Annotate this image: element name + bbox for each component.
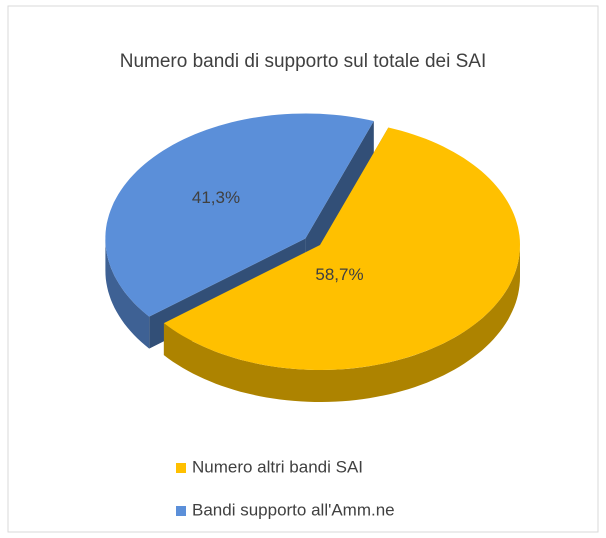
slice-side [105, 238, 150, 349]
data-label: 41,3% [192, 188, 240, 207]
slice-cut-face [305, 121, 374, 271]
data-label: 58,7% [315, 265, 363, 284]
legend-swatch [176, 463, 186, 473]
legend-label: Bandi supporto all'Amm.ne [192, 500, 395, 519]
slice [105, 113, 374, 317]
legend-swatch [176, 506, 186, 516]
chart-title: Numero bandi di supporto sul totale dei … [120, 51, 487, 72]
slice [163, 127, 520, 370]
legend-label: Numero altri bandi SAI [192, 457, 363, 476]
